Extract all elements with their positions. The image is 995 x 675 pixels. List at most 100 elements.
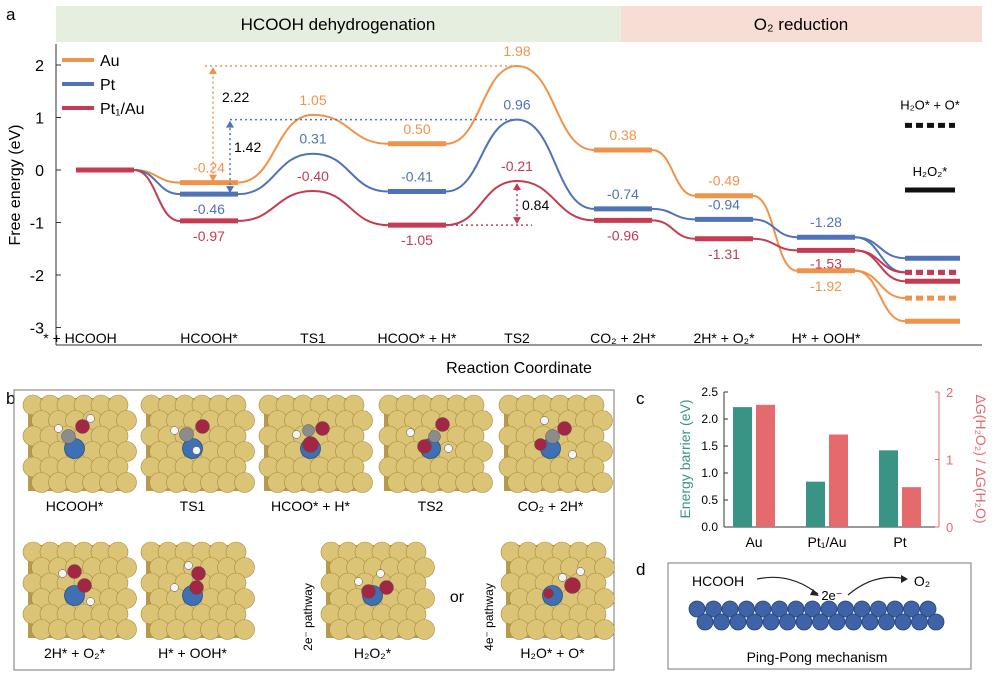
c-right-axis-label: ΔG(H₂O₂) / ΔG(H₂O) <box>973 394 989 523</box>
y-tick-label: -2 <box>30 268 44 285</box>
structure-caption: TS1 <box>180 498 206 514</box>
energy-curves <box>133 65 906 323</box>
structure-tile: 2H* + O₂* <box>22 541 137 661</box>
structure-caption: HCOO* + H* <box>271 498 351 514</box>
legend: Au Pt Pt₁/Au <box>62 53 145 118</box>
annotation-pt: 1.42 <box>234 139 261 155</box>
adsorbate-atom <box>75 419 90 434</box>
d-sphere <box>779 613 796 631</box>
d-sphere <box>696 613 714 631</box>
panel-c-bar-chart: c 0.0 0.5 1.0 1.5 2.0 2.5 0 1 2 Au Pt₁/Au Pt Energ… <box>636 385 989 550</box>
energy-value-label: -1.05 <box>401 232 433 248</box>
adsorbate-atom <box>170 426 179 435</box>
adsorbate-atom <box>77 578 92 593</box>
energy-value-label: 0.50 <box>403 121 430 137</box>
energy-curve <box>133 65 906 323</box>
c-category-label: Pt <box>893 534 906 550</box>
adsorbate-atom <box>292 430 301 439</box>
structure-tile: HCOOH* <box>22 394 137 514</box>
d-arrow-in-head <box>810 589 819 596</box>
adsorbate-atom <box>302 436 319 453</box>
adsorbate-atom <box>191 566 206 581</box>
energy-value-label: -1.53 <box>810 255 842 271</box>
arrow-head <box>209 67 217 75</box>
c-bar-ratio <box>756 404 775 527</box>
d-sphere <box>795 613 813 631</box>
d-arrow-out <box>847 576 907 596</box>
arrow-head <box>513 183 521 191</box>
final-state-label-h2o-o: H₂O* + O* <box>900 97 960 112</box>
c-bar-ratio <box>902 487 921 527</box>
adsorbate-atom <box>564 577 581 594</box>
energy-value-label: 0.96 <box>503 97 530 113</box>
panel-label-a: a <box>6 5 16 24</box>
c-left-axis-label: Energy barrier (eV) <box>677 399 693 518</box>
c-ticks: 0.0 0.5 1.0 1.5 2.0 2.5 0 1 2 <box>701 385 953 535</box>
structure-tiles: HCOOH* TS1 HCOO* + H* TS2 CO₂ + 2H* 2H* + O₂*… <box>22 394 615 661</box>
adsorbate-atom <box>195 419 210 434</box>
phase-band-dehydrogenation <box>56 6 621 42</box>
adsorbate-atom <box>86 597 95 606</box>
gold-atom <box>594 619 615 640</box>
panel-d-mechanism: d HCOOH 2e⁻ O₂ Ping-Pong mechanism <box>636 560 972 670</box>
phase-title-dehydrogenation: HCOOH dehydrogenation <box>241 15 436 34</box>
energy-value-label: -1.31 <box>708 246 740 262</box>
d-sphere <box>853 600 871 618</box>
c-right-tick-label: 1 <box>946 453 953 468</box>
panel-a-energy-profile: a HCOOH dehydrogenation O₂ reduction 2 1 0… <box>6 5 982 377</box>
energy-curve <box>133 118 906 260</box>
c-left-tick-label: 0.5 <box>701 493 718 507</box>
structure-tile: HCOO* + H* <box>258 394 373 514</box>
adsorbate-atom <box>558 573 567 582</box>
panel-b-structures: b HCOOH* TS1 HCOO* + H* TS2 CO₂ + 2H* 2H* + O… <box>6 389 615 671</box>
arrow-head <box>226 186 234 194</box>
energy-value-label: -0.21 <box>501 158 533 174</box>
adsorbate-atom <box>54 424 63 433</box>
c-right-tick-label: 0 <box>946 520 953 535</box>
energy-curve-2e <box>854 269 906 300</box>
energy-value-label: -1.28 <box>810 214 842 230</box>
adsorbate-atom <box>170 583 179 592</box>
c-left-tick-label: 2.5 <box>701 385 718 399</box>
d-sphere <box>746 613 763 631</box>
adsorbate-atom <box>361 584 376 599</box>
c-bar-energy <box>879 450 898 527</box>
structure-tile: H* + OOH* <box>140 541 255 661</box>
d-reactant: HCOOH <box>692 573 744 589</box>
structure-caption: H₂O* + O* <box>520 645 585 661</box>
x-category-label: * + HCOOH <box>43 330 117 346</box>
structure-tile: H₂O₂* <box>320 541 435 661</box>
d-sphere <box>688 600 706 618</box>
adsorbate-atom <box>417 439 432 454</box>
adsorbate-atom <box>428 430 441 443</box>
legend-label-pt1au: Pt₁/Au <box>100 101 145 118</box>
pathway-4e-label: 4e⁻ pathway <box>482 583 496 651</box>
y-axis-label: Free energy (eV) <box>7 125 24 246</box>
c-bars <box>733 404 921 527</box>
d-sphere <box>812 613 829 631</box>
barrier-annotations: 2.22 1.42 0.84 <box>205 65 549 226</box>
energy-value-label: 0.38 <box>609 127 636 143</box>
x-category-label: TS1 <box>300 330 326 346</box>
d-sphere <box>738 600 755 618</box>
adsorbate-atom <box>67 564 82 579</box>
adsorbate-atom <box>302 424 315 437</box>
structure-caption: H₂O₂* <box>354 645 392 661</box>
energy-value-label: -0.97 <box>193 228 225 244</box>
structure-tile: TS2 <box>378 394 493 514</box>
annotation-pt1au: 0.84 <box>522 197 549 213</box>
energy-value-label: -0.46 <box>193 201 225 217</box>
energy-value-label: -0.96 <box>607 227 639 243</box>
energy-value-label: -0.24 <box>193 160 225 176</box>
energy-value-label: -0.94 <box>708 196 740 212</box>
d-arrow-out-head <box>901 575 908 583</box>
c-bar-energy <box>733 407 752 527</box>
energy-curve <box>133 169 906 283</box>
c-category-label: Pt₁/Au <box>808 534 847 550</box>
gold-atom <box>234 472 255 493</box>
x-category-label: HCOO* + H* <box>378 330 458 346</box>
energy-value-label: 1.05 <box>299 92 326 108</box>
d-sphere <box>804 600 821 618</box>
panel-label-c: c <box>636 389 645 408</box>
